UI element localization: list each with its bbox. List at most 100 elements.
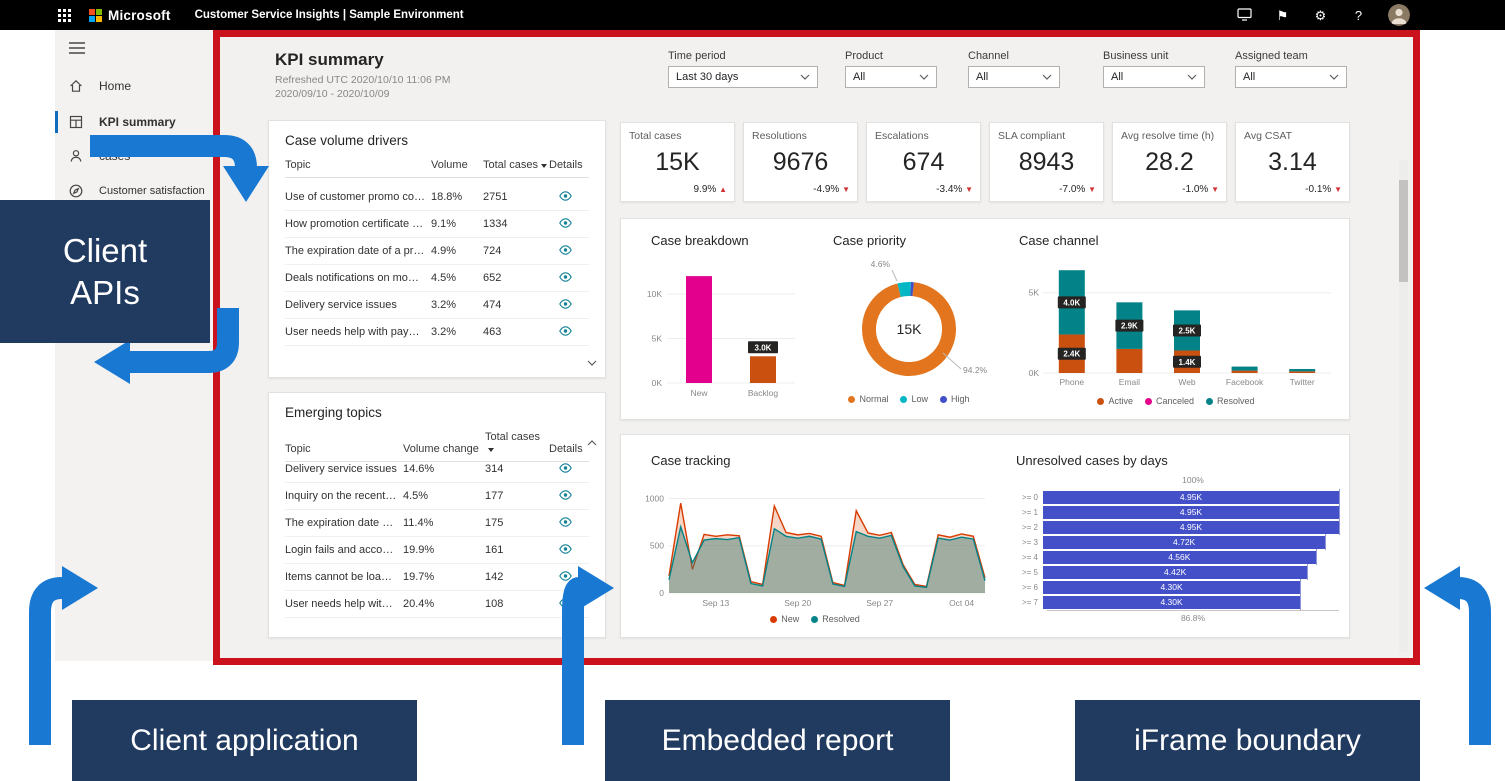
dropdown-value: All: [853, 71, 866, 83]
funnel-bar: 4.56K: [1043, 549, 1317, 565]
kpi-value: 3.14: [1268, 148, 1317, 176]
sidebar-item-home[interactable]: Home: [55, 70, 213, 102]
help-icon[interactable]: ?: [1354, 7, 1363, 23]
table-row[interactable]: User needs help with p... 20.4% 108: [285, 591, 589, 618]
sidebar-item-label: Home: [99, 79, 132, 93]
details-link-icon[interactable]: [549, 325, 581, 339]
time-period-dropdown[interactable]: Last 30 days: [668, 66, 818, 88]
topic-cell: Delivery service issues: [285, 299, 397, 311]
column-header-volume[interactable]: Volume: [431, 159, 468, 171]
table-body: Delivery service issues 14.6% 314 Inquir…: [285, 456, 589, 618]
app-launcher-icon[interactable]: [58, 8, 71, 22]
funnel-row: >= 2 4.95K: [1013, 519, 1340, 535]
business-unit-dropdown[interactable]: All: [1103, 66, 1205, 88]
table-row[interactable]: Delivery service issues 3.2% 474: [285, 292, 589, 319]
embedded-report-callout: Embedded report: [605, 700, 950, 781]
total-cases-cell: 161: [485, 544, 504, 556]
table-row[interactable]: Items cannot be loaded... 19.7% 142: [285, 564, 589, 591]
details-link-icon[interactable]: [549, 543, 581, 557]
details-link-icon[interactable]: [549, 271, 581, 285]
kpi-label: Resolutions: [752, 130, 807, 142]
kpi-card-avg-resolve-time: Avg resolve time (h) 28.2 -1.0% ▼: [1112, 122, 1227, 202]
table-row[interactable]: Login fails and account ... 19.9% 161: [285, 537, 589, 564]
svg-text:15K: 15K: [897, 321, 923, 337]
column-header-topic[interactable]: Topic: [285, 443, 311, 455]
details-link-icon[interactable]: [549, 597, 581, 611]
details-link-icon[interactable]: [549, 570, 581, 584]
column-header-volume-change[interactable]: Volume change: [403, 443, 479, 455]
svg-text:Phone: Phone: [1060, 377, 1085, 387]
funnel-row: >= 4 4.56K: [1013, 549, 1339, 565]
table-row[interactable]: The expiration date of a... 11.4% 175: [285, 510, 589, 537]
sidebar-item-customer-satisfaction[interactable]: Customer satisfaction: [55, 175, 213, 207]
sidebar-item-label: KPI summary: [99, 115, 176, 129]
trend-arrow-icon: ▼: [1088, 185, 1096, 194]
product-dropdown[interactable]: All: [845, 66, 937, 88]
svg-text:Email: Email: [1119, 377, 1140, 387]
kpi-grid-icon: [68, 114, 84, 130]
svg-text:5K: 5K: [1029, 288, 1040, 298]
chevron-down-icon: [919, 74, 929, 80]
table-row[interactable]: How promotion certificate works... 9.1% …: [285, 211, 589, 238]
volume-cell: 4.9%: [431, 245, 457, 257]
app-title: Customer Service Insights | Sample Envir…: [194, 9, 464, 21]
volume-change-cell: 20.4%: [403, 598, 435, 610]
svg-text:Facebook: Facebook: [1226, 377, 1264, 387]
total-cases-cell: 314: [485, 463, 504, 475]
details-link-icon[interactable]: [549, 190, 581, 204]
card-title: Emerging topics: [285, 405, 382, 420]
total-cases-cell: 142: [485, 571, 504, 583]
funnel-row: >= 5 4.42K: [1013, 564, 1339, 580]
table-row[interactable]: Inquiry on the recent d... 4.5% 177: [285, 483, 589, 510]
hamburger-menu-icon[interactable]: [69, 41, 85, 59]
kpi-delta: 9.9%: [693, 184, 717, 195]
total-cases-cell: 108: [485, 598, 504, 610]
kpi-value: 15K: [655, 148, 700, 176]
chart-legend: Active Canceled Resolved: [1013, 396, 1339, 406]
column-header-total-cases[interactable]: Total cases: [485, 431, 541, 443]
column-header-details: Details: [549, 443, 583, 455]
assigned-team-dropdown[interactable]: All: [1235, 66, 1347, 88]
report-scrollbar-thumb[interactable]: [1399, 180, 1408, 282]
svg-text:Sep 27: Sep 27: [866, 598, 893, 608]
funnel-bottom-annotation: 86.8%: [1180, 613, 1206, 623]
svg-text:500: 500: [650, 541, 664, 551]
svg-text:Web: Web: [1178, 377, 1196, 387]
table-row[interactable]: The expiration date of a promoti... 4.9%…: [285, 238, 589, 265]
sidebar-item-cases[interactable]: cases: [55, 140, 213, 172]
details-link-icon[interactable]: [549, 489, 581, 503]
column-header-topic[interactable]: Topic: [285, 159, 311, 171]
topic-cell: User needs help with p...: [285, 598, 403, 610]
flag-icon[interactable]: ⚑: [1276, 7, 1289, 23]
report-scrollbar-track[interactable]: [1399, 160, 1408, 652]
volume-cell: 18.8%: [431, 191, 463, 203]
svg-text:Sep 20: Sep 20: [784, 598, 811, 608]
details-link-icon[interactable]: [549, 217, 581, 231]
details-link-icon[interactable]: [549, 462, 581, 476]
scroll-up-chevron[interactable]: [587, 433, 597, 451]
details-link-icon[interactable]: [549, 516, 581, 530]
environment-monitor-icon[interactable]: [1236, 7, 1253, 23]
table-row[interactable]: User needs help with payment is... 3.2% …: [285, 319, 589, 346]
chevron-down-icon: [800, 74, 810, 80]
total-cases-cell: 1334: [483, 218, 508, 230]
svg-text:0K: 0K: [652, 378, 663, 388]
table-row[interactable]: Delivery service issues 14.6% 314: [285, 456, 589, 483]
funnel-baseline: [1047, 610, 1339, 613]
details-link-icon[interactable]: [549, 298, 581, 312]
svg-text:1000: 1000: [645, 493, 664, 503]
iframe-boundary-callout: iFrame boundary: [1075, 700, 1420, 781]
svg-text:0K: 0K: [1029, 368, 1040, 378]
sidebar-item-kpi-summary[interactable]: KPI summary: [55, 106, 213, 138]
channel-dropdown[interactable]: All: [968, 66, 1060, 88]
scroll-down-chevron[interactable]: [587, 353, 597, 371]
kpi-label: SLA compliant: [998, 130, 1066, 142]
svg-text:0: 0: [659, 588, 664, 598]
user-avatar[interactable]: [1388, 4, 1410, 26]
details-link-icon[interactable]: [549, 244, 581, 258]
table-row[interactable]: Deals notifications on mobile 4.5% 652: [285, 265, 589, 292]
gear-icon[interactable]: ⚙: [1314, 7, 1327, 23]
column-header-total-cases[interactable]: Total cases: [483, 159, 539, 171]
sidebar-nav: Home KPI summary cases Customer satisfac…: [55, 30, 213, 661]
table-row[interactable]: Use of customer promo code 18.8% 2751: [285, 184, 589, 211]
